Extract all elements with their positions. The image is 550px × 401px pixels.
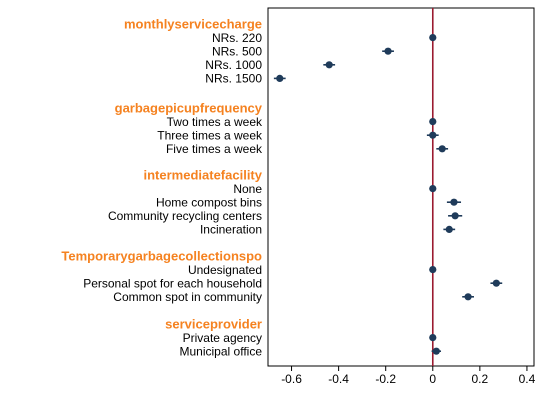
estimate-marker <box>464 293 472 301</box>
estimate-marker <box>445 225 453 233</box>
estimate-marker <box>432 347 440 355</box>
level-label: Private agency <box>183 331 262 345</box>
x-tick-label: -0.6 <box>281 372 302 386</box>
estimate-marker <box>429 334 437 342</box>
level-label: NRs. 1000 <box>205 58 262 72</box>
level-label: Three times a week <box>157 129 263 143</box>
level-label: Common spot in community <box>113 290 262 304</box>
x-tick-label: 0.4 <box>519 372 536 386</box>
level-label: Municipal office <box>180 345 263 359</box>
level-label: NRs. 1500 <box>205 72 262 86</box>
x-tick-label: 0 <box>429 372 436 386</box>
x-tick-label: -0.4 <box>328 372 349 386</box>
x-tick-label: 0.2 <box>472 372 489 386</box>
level-label: Home compost bins <box>156 196 262 210</box>
level-label: Incineration <box>200 223 262 237</box>
estimate-marker <box>492 279 500 287</box>
estimate-marker <box>429 118 437 126</box>
group-title: Temporarygarbagecollectionspo <box>61 249 262 264</box>
estimate-marker <box>451 212 459 220</box>
level-label: Community recycling centers <box>108 209 262 223</box>
level-label: NRs. 220 <box>212 31 262 45</box>
estimate-marker <box>429 131 437 139</box>
group-title: intermediatefacility <box>144 168 263 183</box>
level-label: Undesignated <box>188 263 262 277</box>
x-axis: -0.6 -0.4 -0.2 0 0.2 0.4 <box>281 366 536 386</box>
level-label: Five times a week <box>166 142 263 156</box>
estimate-marker <box>450 198 458 206</box>
level-label: NRs. 500 <box>212 45 262 59</box>
group-title: garbagepicupfrequency <box>115 101 263 116</box>
group-title: serviceprovider <box>165 317 262 332</box>
estimate-marker <box>384 47 392 55</box>
level-label: None <box>233 182 262 196</box>
x-tick-label: -0.2 <box>375 372 396 386</box>
level-label: Two times a week <box>167 115 263 129</box>
estimate-marker <box>276 74 284 82</box>
level-label: Personal spot for each household <box>83 277 262 291</box>
estimate-marker <box>325 61 333 69</box>
estimate-marker <box>429 34 437 42</box>
estimate-marker <box>429 266 437 274</box>
estimate-marker <box>429 185 437 193</box>
group-title: monthlyservicecharge <box>124 17 262 32</box>
plot-frame <box>267 7 535 367</box>
estimate-marker <box>438 145 446 153</box>
